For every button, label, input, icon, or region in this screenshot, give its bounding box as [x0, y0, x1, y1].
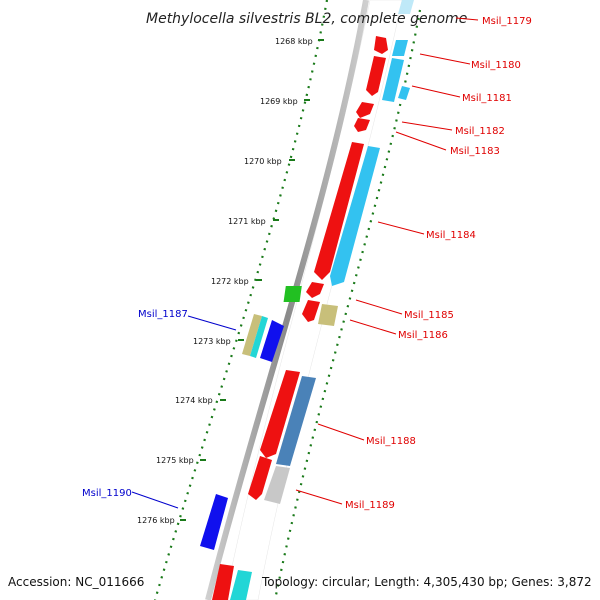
- gene-label-msil-1186[interactable]: Msil_1186: [398, 330, 448, 341]
- tick-label: 1270 kbp: [244, 157, 282, 166]
- gene-label-msil-1185[interactable]: Msil_1185: [404, 310, 454, 321]
- accession-text: Accession: NC_011666: [8, 575, 144, 589]
- gene-msil-1184: [330, 146, 380, 286]
- page-title: Methylocella silvestris BL2, complete ge…: [146, 11, 467, 27]
- major-tick-marks: [180, 39, 324, 521]
- cds-feature: [354, 118, 370, 132]
- gene-label-msil-1188[interactable]: Msil_1188: [366, 436, 416, 447]
- cds-feature: [260, 370, 300, 458]
- gene-label-msil-1189[interactable]: Msil_1189: [345, 500, 395, 511]
- gene-label-msil-1181[interactable]: Msil_1181: [462, 93, 512, 104]
- gene-label-msil-1179[interactable]: Msil_1179: [482, 16, 532, 27]
- tick-label: 1272 kbp: [211, 277, 249, 286]
- tick-labels: 1268 kbp 1269 kbp 1270 kbp 1271 kbp 1272…: [137, 37, 313, 525]
- cds-feature: [366, 56, 386, 96]
- right-leader-lines: [295, 17, 479, 505]
- gene-msil-1179-top: [398, 0, 414, 14]
- gene-label-msil-1187[interactable]: Msil_1187: [138, 309, 188, 320]
- tick-label: 1274 kbp: [175, 396, 213, 405]
- tick-label: 1275 kbp: [156, 456, 194, 465]
- gene-msil-1190: [200, 494, 228, 550]
- tick-label: 1271 kbp: [228, 217, 266, 226]
- gene-label-msil-1190[interactable]: Msil_1190: [82, 488, 132, 499]
- cds-feature: [356, 102, 374, 118]
- tick-label: 1268 kbp: [275, 37, 313, 46]
- cds-feature: [248, 456, 272, 500]
- left-gene-labels: Msil_1187 Msil_1190: [82, 309, 188, 499]
- gene-bottom-cyan: [230, 570, 252, 600]
- gene-msil-1187: [250, 316, 268, 358]
- gene-label-msil-1182[interactable]: Msil_1182: [455, 126, 505, 137]
- gene-label-msil-1180[interactable]: Msil_1180: [471, 60, 521, 71]
- topology-text: Topology: circular; Length: 4,305,430 bp…: [261, 575, 592, 589]
- gene-msil-1187-blue: [260, 320, 284, 362]
- cds-feature: [306, 282, 324, 298]
- cds-track: [212, 36, 388, 600]
- gene-msil-1188: [276, 376, 316, 466]
- tick-label: 1269 kbp: [260, 97, 298, 106]
- gene-msil-1187-khaki: [242, 314, 262, 356]
- gene-msil-1179: [392, 40, 408, 56]
- gene-msil-1189: [264, 466, 290, 504]
- tick-label: 1276 kbp: [137, 516, 175, 525]
- cds-feature: [302, 300, 320, 322]
- cds-feature: [212, 564, 234, 600]
- gene-msil-1185: [283, 286, 302, 302]
- cds-feature: [314, 142, 364, 280]
- right-gene-labels: Msil_1179 Msil_1180 Msil_1181 Msil_1182 …: [345, 16, 532, 511]
- gene-label-msil-1183[interactable]: Msil_1183: [450, 146, 500, 157]
- tick-label: 1273 kbp: [193, 337, 231, 346]
- gene-msil-1180: [382, 58, 404, 102]
- left-tick-track: [153, 0, 329, 600]
- left-leader-lines: [131, 315, 237, 509]
- gene-msil-1180-b: [398, 86, 410, 100]
- gene-msil-1186: [318, 304, 338, 326]
- cds-feature: [374, 36, 388, 54]
- gene-label-msil-1184[interactable]: Msil_1184: [426, 230, 476, 241]
